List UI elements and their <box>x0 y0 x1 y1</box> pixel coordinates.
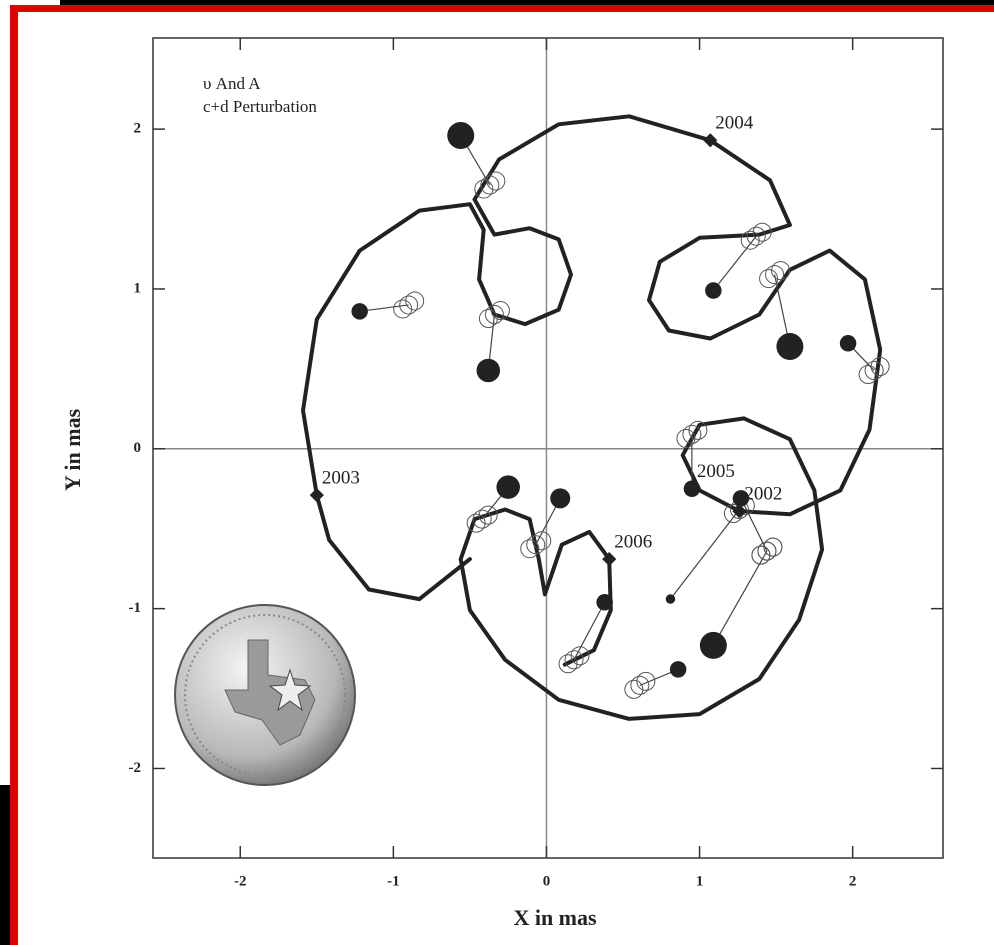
predicted-ring <box>771 261 791 281</box>
predicted-point <box>526 535 546 555</box>
x-tick-label: -2 <box>234 873 247 889</box>
x-tick-label: -1 <box>387 873 400 889</box>
epoch-label: 2006 <box>614 531 652 552</box>
corner-block <box>0 785 10 945</box>
predicted-point <box>480 175 500 195</box>
zero-lines <box>153 38 943 858</box>
coin-star <box>268 668 312 712</box>
epoch-label: 2004 <box>715 113 754 134</box>
epoch-label: 2002 <box>744 483 782 504</box>
measured-point <box>839 335 857 352</box>
marks: 2004 2003 2005 2002 2006 <box>301 113 890 721</box>
measured-point <box>596 593 613 611</box>
predicted-ring <box>478 505 498 525</box>
top-bar <box>60 0 994 6</box>
epoch-marker <box>684 481 699 496</box>
connector <box>712 550 768 646</box>
predicted-ring <box>763 537 783 557</box>
predicted-point <box>746 226 766 246</box>
predicted-ring <box>870 356 890 376</box>
measured-point <box>705 282 722 299</box>
epoch-label: 2005 <box>697 461 735 482</box>
predicted-ring <box>624 679 644 699</box>
epoch-marker <box>602 552 617 567</box>
predicted-ring <box>478 309 498 329</box>
connector <box>712 235 757 291</box>
predicted-ring <box>532 531 552 551</box>
epoch-label: 2003 <box>322 468 360 489</box>
x-tick-label: 0 <box>543 873 551 889</box>
predicted-point <box>484 305 504 325</box>
predicted-ring <box>486 171 506 191</box>
predicted-ring <box>636 671 656 691</box>
predicted-point <box>630 675 650 695</box>
predicted-point <box>472 509 492 529</box>
connector <box>573 601 606 661</box>
y-tick-label: 1 <box>134 280 142 296</box>
predicted-point <box>682 424 702 444</box>
orbit-curve <box>301 114 883 721</box>
coin-rim <box>184 614 346 776</box>
coin-map <box>224 639 316 746</box>
x-tick-label: 1 <box>696 873 704 889</box>
measured-point <box>550 488 571 509</box>
connector <box>740 498 768 552</box>
coin <box>174 604 356 786</box>
measured-point <box>476 358 501 383</box>
measured-point <box>669 661 687 678</box>
measured-point <box>496 475 520 499</box>
predicted-point <box>399 295 419 315</box>
epoch-marker <box>309 488 324 503</box>
predicted-ring <box>570 646 590 666</box>
title-line: c+d Perturbation <box>203 97 317 116</box>
predicted-point <box>757 541 777 561</box>
measured-point <box>776 332 804 360</box>
y-tick-label: -2 <box>129 760 142 776</box>
y-axis-label: Y in mas <box>60 408 85 491</box>
predicted-point <box>765 265 785 285</box>
predicted-ring <box>490 301 510 321</box>
epoch-marker <box>703 133 718 148</box>
plot-frame <box>152 37 944 859</box>
title-line: υ And A <box>203 74 261 93</box>
measured-point <box>699 631 727 659</box>
predicted-point <box>864 360 884 380</box>
predicted-ring <box>752 222 772 242</box>
top-border <box>10 5 994 12</box>
x-axis-label: X in mas <box>513 905 597 930</box>
y-tick-label: 0 <box>134 440 142 456</box>
predicted-ring <box>405 291 425 311</box>
predicted-point <box>564 650 584 670</box>
measured-point <box>351 303 368 320</box>
predicted-ring <box>393 299 413 319</box>
measured-point <box>732 490 750 507</box>
predicted-ring <box>688 420 708 440</box>
left-border <box>10 5 18 945</box>
x-tick-label: 2 <box>849 873 857 889</box>
y-tick-label: 2 <box>134 121 142 137</box>
measured-point <box>447 122 475 150</box>
epoch-marker <box>732 504 747 519</box>
measured-point <box>665 594 676 604</box>
connector <box>670 509 740 600</box>
y-tick-label: -1 <box>129 600 142 616</box>
predicted-ring <box>858 364 878 384</box>
